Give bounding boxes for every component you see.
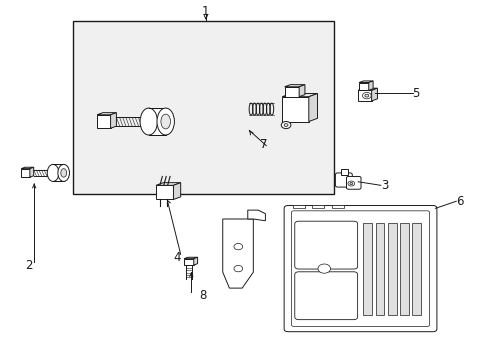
Circle shape: [347, 181, 354, 186]
Bar: [331, 205, 343, 208]
Polygon shape: [97, 113, 116, 115]
Text: 8: 8: [199, 289, 207, 302]
Bar: [375, 222, 384, 315]
Text: 7: 7: [260, 138, 267, 151]
Circle shape: [281, 122, 290, 129]
Polygon shape: [183, 257, 197, 259]
Polygon shape: [308, 94, 317, 122]
Polygon shape: [299, 85, 305, 97]
Polygon shape: [284, 87, 299, 97]
Text: 2: 2: [25, 258, 33, 271]
Polygon shape: [183, 259, 193, 265]
Polygon shape: [371, 88, 377, 101]
Bar: [341, 169, 348, 175]
Polygon shape: [358, 82, 368, 90]
Polygon shape: [223, 219, 253, 288]
FancyBboxPatch shape: [346, 176, 360, 189]
Polygon shape: [21, 167, 34, 168]
Polygon shape: [247, 210, 265, 221]
Circle shape: [364, 94, 368, 97]
Polygon shape: [97, 115, 110, 128]
Bar: [411, 222, 420, 315]
Text: 3: 3: [380, 179, 387, 192]
Circle shape: [233, 265, 242, 272]
Polygon shape: [156, 183, 180, 185]
Polygon shape: [156, 185, 173, 199]
Polygon shape: [282, 94, 317, 97]
Polygon shape: [284, 85, 305, 87]
Text: 6: 6: [455, 195, 463, 208]
Ellipse shape: [61, 168, 66, 177]
Bar: [387, 222, 396, 315]
Polygon shape: [357, 90, 371, 101]
Bar: [399, 222, 408, 315]
Ellipse shape: [47, 165, 59, 181]
Polygon shape: [173, 183, 180, 199]
Polygon shape: [357, 88, 377, 90]
FancyBboxPatch shape: [284, 206, 436, 332]
FancyBboxPatch shape: [335, 173, 351, 187]
Ellipse shape: [157, 108, 174, 135]
Bar: [311, 205, 324, 208]
Polygon shape: [30, 167, 34, 177]
Polygon shape: [21, 168, 30, 177]
Text: 5: 5: [411, 87, 419, 100]
Bar: [292, 205, 305, 208]
FancyBboxPatch shape: [294, 272, 357, 320]
Circle shape: [284, 123, 287, 126]
Polygon shape: [368, 81, 372, 90]
Text: 4: 4: [173, 252, 180, 265]
Circle shape: [317, 264, 330, 273]
Bar: [53, 165, 63, 181]
Text: 1: 1: [202, 5, 209, 18]
Bar: [148, 108, 165, 135]
Circle shape: [349, 183, 352, 185]
Ellipse shape: [140, 108, 157, 135]
Polygon shape: [193, 257, 197, 265]
Circle shape: [362, 93, 370, 99]
Circle shape: [233, 243, 242, 250]
FancyBboxPatch shape: [294, 221, 357, 269]
FancyBboxPatch shape: [291, 211, 429, 327]
Polygon shape: [282, 97, 308, 122]
Polygon shape: [110, 113, 116, 128]
Ellipse shape: [58, 165, 69, 181]
Polygon shape: [358, 81, 372, 82]
Bar: [73, 21, 333, 194]
Ellipse shape: [161, 114, 170, 129]
Bar: [363, 222, 371, 315]
